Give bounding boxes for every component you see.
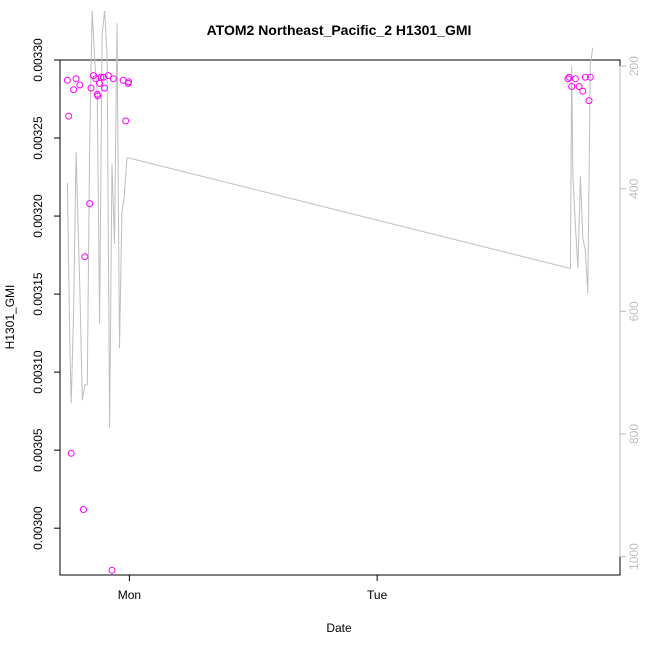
data-point xyxy=(575,83,583,90)
data-point xyxy=(81,253,89,261)
y-axis-right: 200 400 600 800 1000 xyxy=(619,56,641,570)
data-point xyxy=(585,97,593,105)
data-point xyxy=(92,75,100,83)
x-axis: Mon Tue xyxy=(118,574,388,602)
y-tick-label: 0.00325 xyxy=(31,116,45,160)
data-point xyxy=(125,78,133,86)
y-tick-label: 0.00300 xyxy=(31,506,45,550)
series-line xyxy=(66,10,594,428)
chart-title: ATOM2 Northeast_Pacific_2 H1301_GMI xyxy=(207,22,472,38)
x-axis-label: Date xyxy=(326,621,352,635)
data-point xyxy=(87,84,95,92)
y-tick-label: 0.00320 xyxy=(31,194,45,238)
y-axis-label: H1301_GMI xyxy=(3,285,17,350)
y2-tick-label: 600 xyxy=(627,301,641,321)
y2-tick-label: 400 xyxy=(627,178,641,198)
data-point xyxy=(571,75,579,83)
y2-tick-label: 800 xyxy=(627,424,641,444)
data-point xyxy=(564,75,572,83)
y-tick-label: 0.00315 xyxy=(31,272,45,316)
data-point xyxy=(565,73,573,81)
data-point xyxy=(67,449,75,457)
data-point xyxy=(122,117,130,125)
data-point xyxy=(108,566,116,574)
data-point xyxy=(94,92,102,100)
data-point xyxy=(581,73,589,81)
y-tick-label: 0.00330 xyxy=(31,38,45,82)
data-point xyxy=(76,81,84,89)
data-point xyxy=(63,76,71,84)
data-point xyxy=(568,83,576,90)
data-point xyxy=(109,75,117,83)
line-series xyxy=(66,10,594,428)
data-point xyxy=(86,200,94,208)
data-point xyxy=(104,72,112,80)
y-tick-label: 0.00310 xyxy=(31,350,45,394)
x-tick-label: Tue xyxy=(367,588,388,602)
data-point xyxy=(579,87,587,95)
point-series xyxy=(63,72,594,574)
y2-tick-label: 1000 xyxy=(627,543,641,570)
y2-tick-label: 200 xyxy=(627,56,641,76)
data-point xyxy=(65,112,73,120)
data-point xyxy=(586,73,594,81)
data-point xyxy=(97,73,105,81)
y-tick-label: 0.00305 xyxy=(31,428,45,472)
data-point xyxy=(70,86,78,94)
data-point xyxy=(99,73,107,81)
data-point xyxy=(72,75,80,83)
y-axis: 0.00300 0.00305 0.00310 0.00315 0.00320 0.003… xyxy=(31,38,61,550)
data-point xyxy=(80,506,87,513)
x-tick-label: Mon xyxy=(118,588,141,602)
data-point xyxy=(101,84,109,92)
